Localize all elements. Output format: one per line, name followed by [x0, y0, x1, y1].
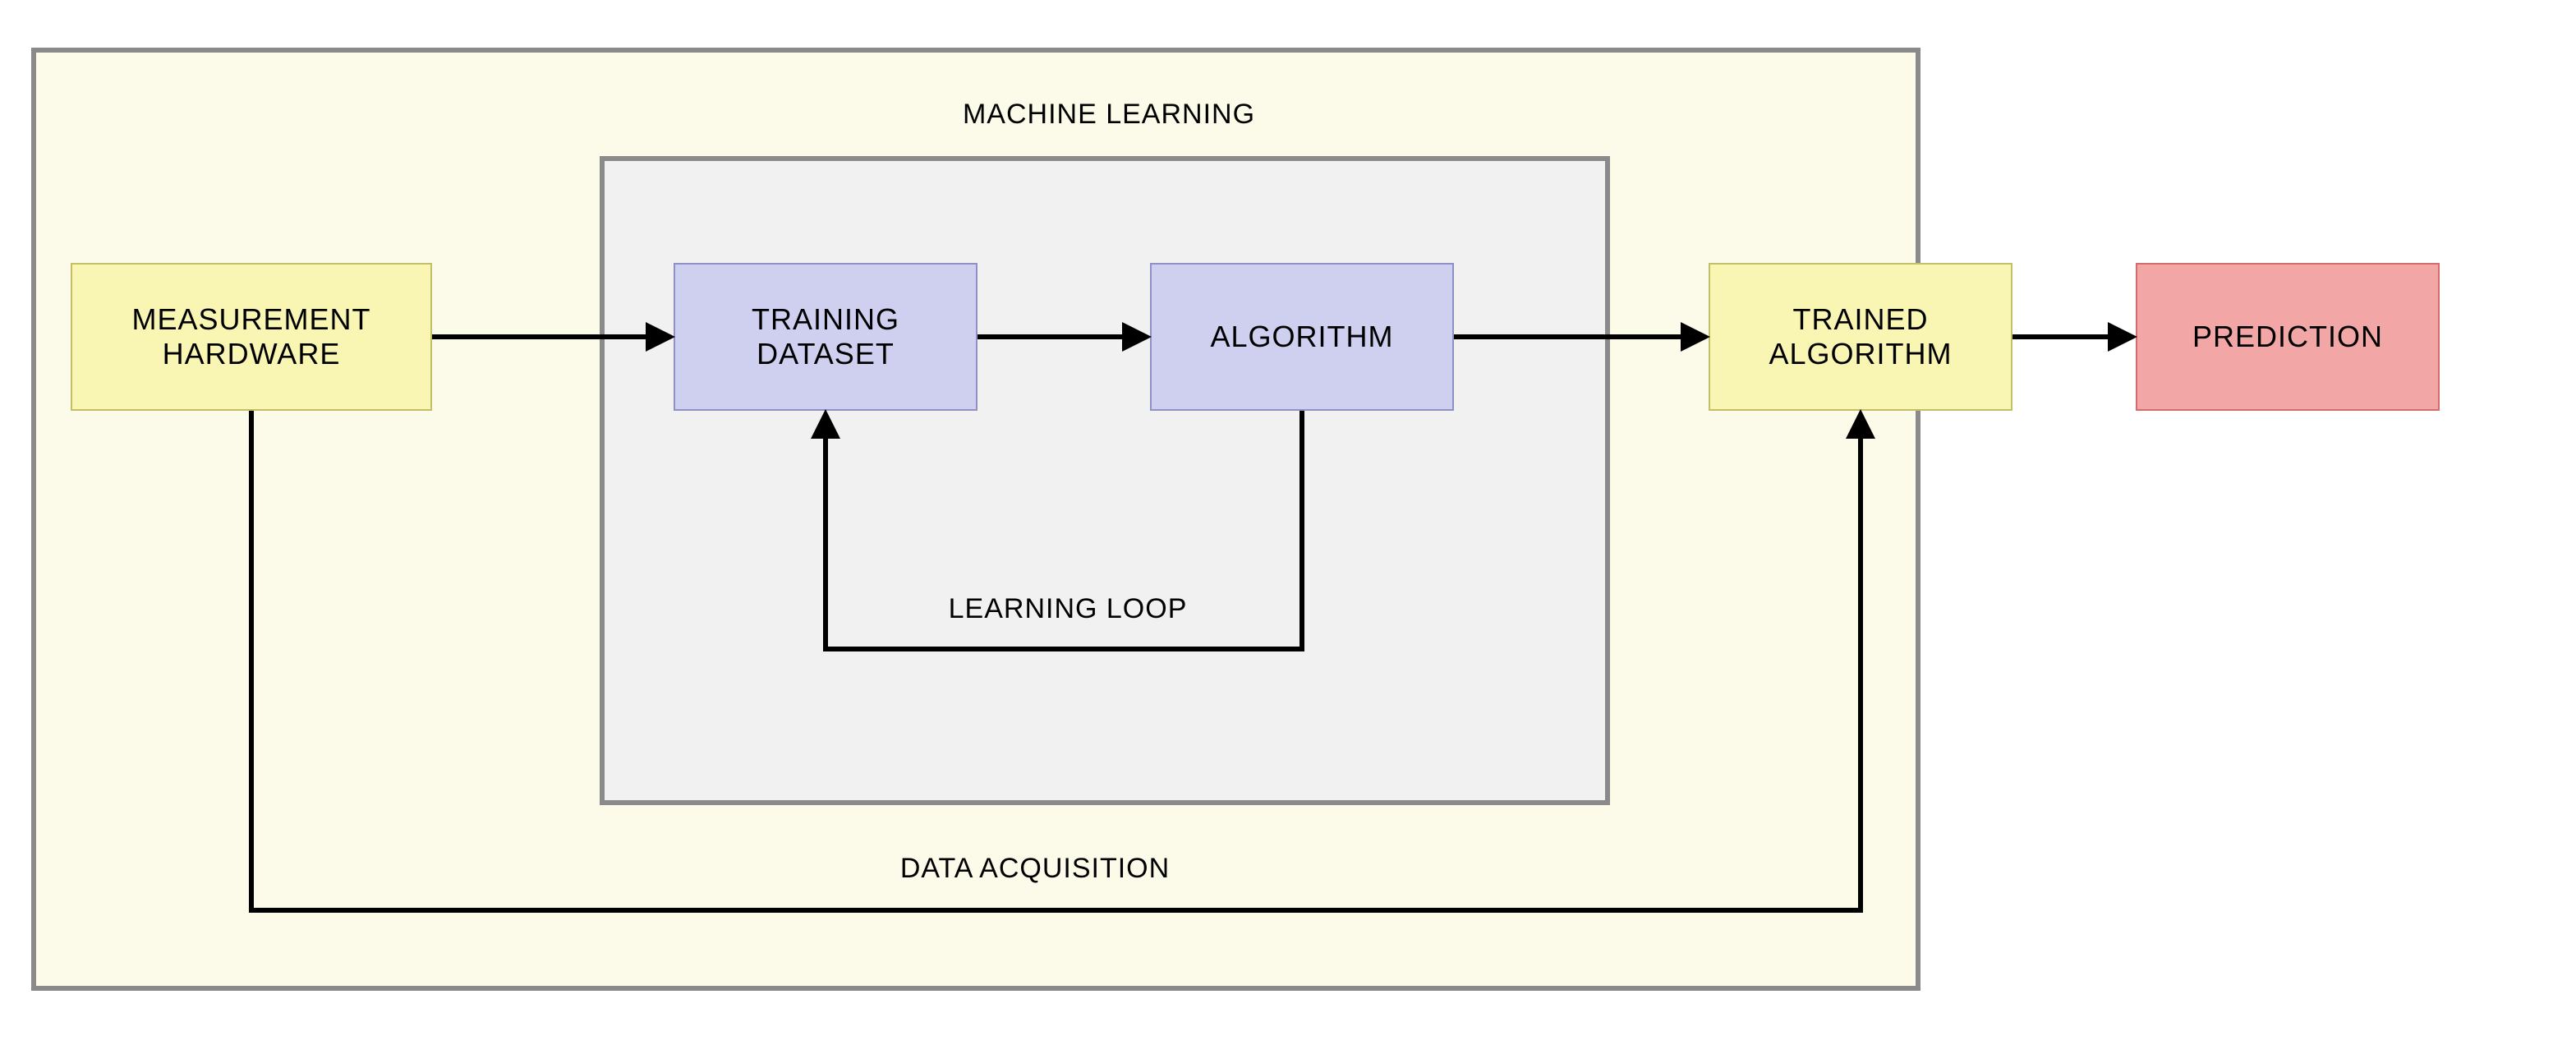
algorithm-node: ALGORITHM — [1150, 263, 1454, 411]
training-dataset-node: TRAINING DATASET — [674, 263, 978, 411]
inner-container — [600, 156, 1610, 805]
data-acquisition-label: DATA ACQUISITION — [879, 853, 1191, 885]
trained-label-1: TRAINED — [1769, 302, 1952, 337]
training-label-1: TRAINING — [752, 302, 899, 337]
training-label-2: DATASET — [752, 337, 899, 371]
trained-algorithm-node: TRAINED ALGORITHM — [1709, 263, 2012, 411]
trained-label-2: ALGORITHM — [1769, 337, 1952, 371]
measurement-label-2: HARDWARE — [131, 337, 370, 371]
prediction-node: PREDICTION — [2136, 263, 2440, 411]
measurement-hardware-node: MEASUREMENT HARDWARE — [71, 263, 432, 411]
prediction-label: PREDICTION — [2192, 320, 2383, 354]
learning-loop-label: LEARNING LOOP — [936, 593, 1199, 625]
measurement-label-1: MEASUREMENT — [131, 302, 370, 337]
ml-title-label: MACHINE LEARNING — [904, 99, 1314, 131]
algorithm-label: ALGORITHM — [1210, 320, 1393, 354]
